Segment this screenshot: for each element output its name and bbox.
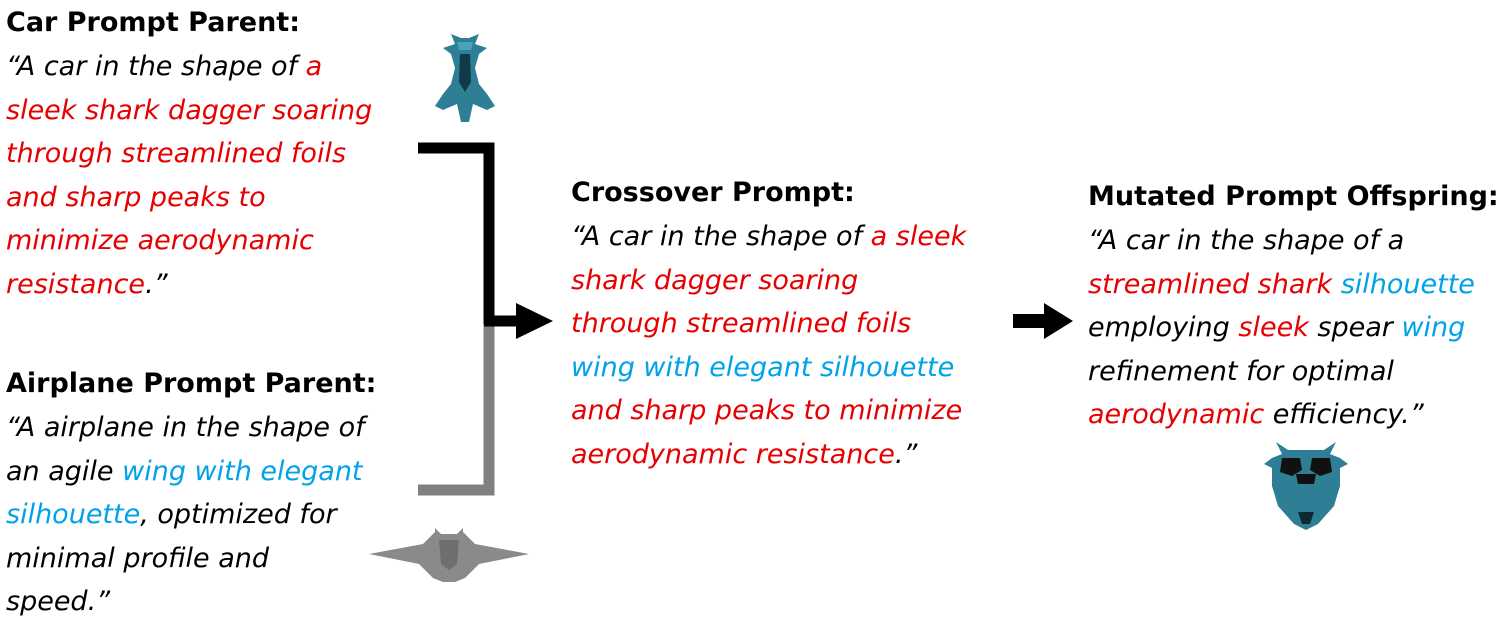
airplane-prompt-parent: Airplane Prompt Parent: “A airplane in t… [6, 362, 376, 624]
highlight-red-text: sleek [1238, 312, 1309, 343]
highlight-red-text: streamlined shark [1088, 268, 1341, 300]
prompt-line: aerodynamic efficiency.” [1088, 393, 1499, 437]
prompt-text: “A car in the shape of [571, 221, 871, 252]
mutated-text: “A car in the shape of a streamlined shar… [1088, 219, 1499, 437]
prompt-line: and sharp peaks to [6, 176, 372, 220]
prompt-line: “A car in the shape of a [1088, 219, 1499, 263]
highlight-blue-text: wing [1401, 312, 1466, 343]
highlight-red-text: through streamlined foils [6, 138, 347, 169]
prompt-text: “A airplane in the shape of [6, 412, 365, 443]
highlight-blue-text: silhouette [6, 499, 141, 530]
prompt-line: employing sleek spear wing [1088, 306, 1499, 350]
highlight-red-text: shark dagger soaring [571, 264, 859, 296]
crossover-text: “A car in the shape of a sleek shark dagg… [571, 215, 966, 476]
car-parent-title: Car Prompt Parent: [6, 7, 301, 38]
prompt-line: minimize aerodynamic [6, 219, 372, 263]
car-shape-image [435, 34, 495, 122]
car-prompt-parent: Car Prompt Parent: “A car in the shape o… [6, 1, 372, 306]
highlight-blue-text: wing with elegant silhouette [571, 351, 955, 383]
prompt-line: minimal profile and [6, 537, 376, 581]
prompt-text: refinement for optimal [1088, 355, 1394, 387]
prompt-text: speed.” [6, 586, 111, 617]
highlight-red-text: and sharp peaks to [6, 181, 266, 213]
mutated-shape-image [1264, 442, 1348, 530]
prompt-line: resistance.” [6, 263, 372, 307]
prompt-line: aerodynamic resistance.” [571, 433, 966, 477]
highlight-blue-text: wing with elegant [122, 455, 363, 487]
highlight-red-text: a sleek [870, 221, 967, 252]
airplane-shape-image [369, 528, 529, 582]
highlight-red-text: sleek shark dagger soaring [6, 94, 373, 126]
mutated-title: Mutated Prompt Offspring: [1088, 181, 1499, 212]
prompt-text: .” [894, 438, 918, 470]
prompt-text: “A car in the shape of a [1088, 225, 1405, 256]
prompt-text: efficiency.” [1264, 399, 1424, 430]
highlight-red-text: aerodynamic resistance [571, 438, 895, 470]
prompt-line: speed.” [6, 580, 376, 624]
prompt-line: “A car in the shape of a [6, 45, 372, 89]
prompt-text: .” [145, 268, 168, 300]
arrow-to-crossover-head [516, 303, 553, 339]
prompt-line: “A car in the shape of a sleek [571, 215, 966, 259]
car-parent-connector [418, 142, 495, 324]
prompt-text: employing [1088, 312, 1239, 343]
highlight-red-text: through streamlined foils [571, 308, 912, 339]
arrow-to-mutated-head [1044, 303, 1073, 339]
highlight-red-text: aerodynamic [1088, 399, 1265, 430]
prompt-line: and sharp peaks to minimize [571, 389, 966, 433]
prompt-text: , optimized for [140, 499, 337, 530]
prompt-line: refinement for optimal [1088, 350, 1499, 394]
highlight-red-text: resistance [6, 268, 146, 300]
prompt-line: silhouette, optimized for [6, 493, 376, 537]
prompt-line: shark dagger soaring [571, 259, 966, 303]
airplane-parent-connector [418, 324, 495, 496]
prompt-line: streamlined shark silhouette [1088, 263, 1499, 307]
prompt-text: spear [1308, 312, 1402, 343]
prompt-text: minimal profile and [6, 542, 270, 574]
airplane-parent-title: Airplane Prompt Parent: [6, 368, 377, 399]
highlight-red-text: a [305, 51, 323, 82]
prompt-line: through streamlined foils [6, 132, 372, 176]
prompt-text: “A car in the shape of [6, 51, 306, 82]
car-parent-text: “A car in the shape of a sleek shark dagg… [6, 45, 372, 306]
mutated-prompt-offspring: Mutated Prompt Offspring: “A car in the … [1088, 175, 1499, 437]
highlight-red-text: minimize aerodynamic [6, 225, 314, 256]
crossover-prompt: Crossover Prompt: “A car in the shape of… [571, 171, 966, 476]
prompt-line: “A airplane in the shape of [6, 406, 376, 450]
prompt-line: through streamlined foils [571, 302, 966, 346]
prompt-line: sleek shark dagger soaring [6, 89, 372, 133]
prompt-line: wing with elegant silhouette [571, 346, 966, 390]
crossover-title: Crossover Prompt: [571, 177, 855, 208]
highlight-blue-text: silhouette [1340, 268, 1475, 300]
prompt-line: an agile wing with elegant [6, 450, 376, 494]
highlight-red-text: and sharp peaks to minimize [571, 395, 963, 426]
prompt-text: an agile [6, 455, 123, 487]
airplane-parent-text: “A airplane in the shape of an agile wing… [6, 406, 376, 624]
